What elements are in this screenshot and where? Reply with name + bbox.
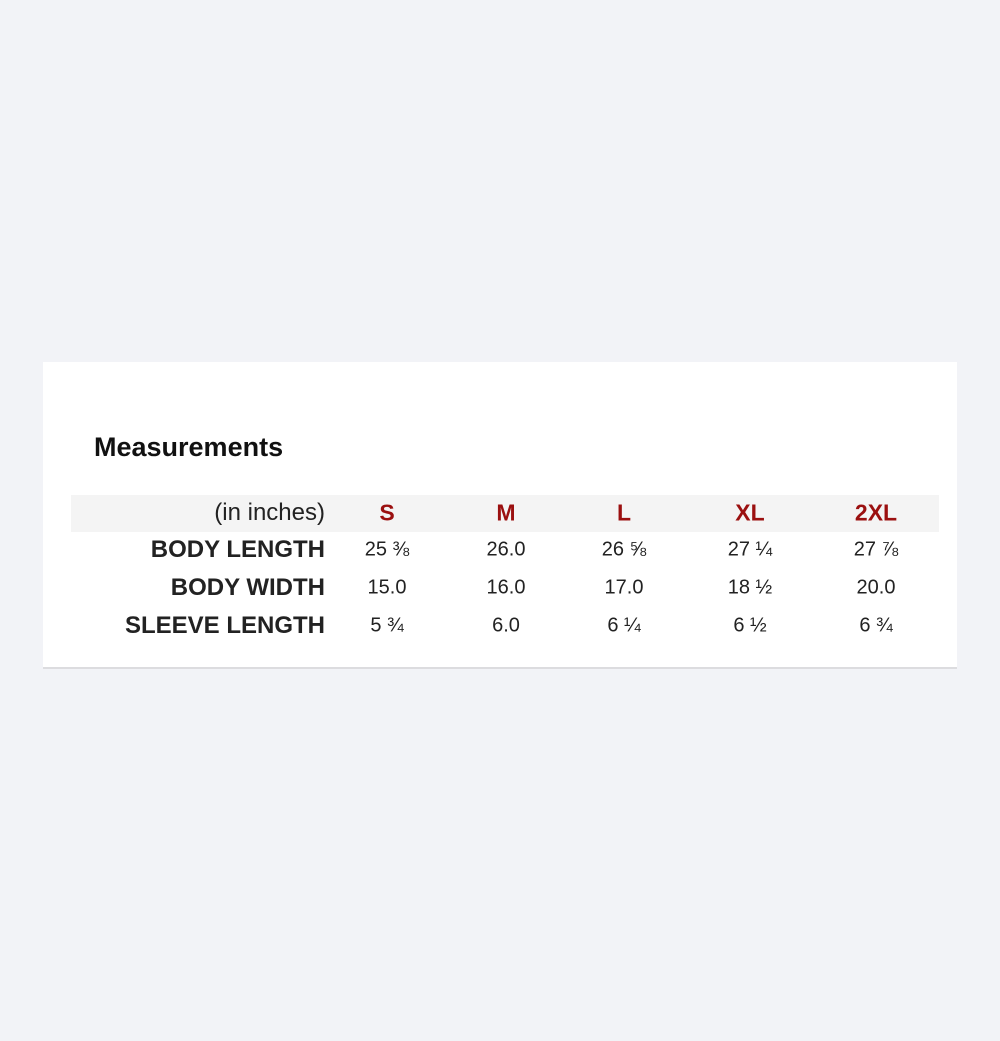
table-header-row: (in inches) S M L XL 2XL: [43, 494, 957, 532]
table-cell: 26.0: [486, 538, 526, 561]
header-band: [71, 495, 939, 532]
table-cell: 25 ⅜: [364, 538, 410, 561]
table-cell: 16.0: [486, 576, 526, 599]
table-cell: 6 ¼: [607, 614, 641, 637]
table-cell: 27 ¼: [727, 538, 773, 561]
table-cell: 6 ¾: [859, 614, 893, 637]
size-header: 2XL: [854, 499, 898, 526]
unit-label: (in inches): [214, 499, 325, 526]
size-header: S: [379, 499, 395, 526]
size-header: XL: [735, 499, 765, 526]
table-row: BODY LENGTH 25 ⅜ 26.0 26 ⅝ 27 ¼ 27 ⅞: [43, 531, 957, 569]
table-cell: 18 ½: [727, 576, 773, 599]
table-row: BODY WIDTH 15.0 16.0 17.0 18 ½ 20.0: [43, 569, 957, 607]
table-cell: 6.0: [492, 614, 520, 637]
measurements-card: Measurements (in inches) S M L XL 2XL BODY LEN…: [43, 362, 957, 669]
table-cell: 6 ½: [733, 614, 767, 637]
row-label: BODY WIDTH: [170, 574, 325, 601]
size-header: M: [496, 499, 516, 526]
table-row: SLEEVE LENGTH 5 ¾ 6.0 6 ¼ 6 ½ 6 ¾: [43, 607, 957, 645]
table-cell: 20.0: [856, 576, 896, 599]
table-cell: 27 ⅞: [853, 538, 899, 561]
table-cell: 15.0: [367, 576, 407, 599]
row-label: SLEEVE LENGTH: [124, 612, 325, 639]
size-header: L: [616, 499, 632, 526]
table-cell: 26 ⅝: [601, 538, 647, 561]
page-title: Measurements: [94, 432, 284, 462]
row-label: BODY LENGTH: [150, 536, 325, 563]
table-cell: 5 ¾: [370, 614, 404, 637]
table-cell: 17.0: [604, 576, 644, 599]
